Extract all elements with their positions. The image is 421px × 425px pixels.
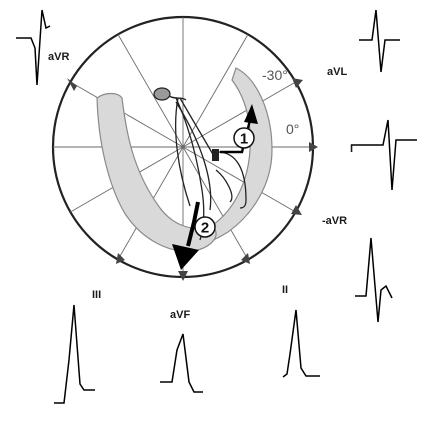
vector-2-arrow xyxy=(172,201,200,270)
ecg-trace-aVF xyxy=(160,333,203,393)
lead-label-aVR: aVR xyxy=(48,51,69,63)
lead-label-I: I xyxy=(350,143,353,155)
lead-label-minus-aVR: -aVR xyxy=(322,215,347,227)
lead-label-aVL: aVL xyxy=(327,66,347,78)
av-node xyxy=(153,87,171,101)
ecg-trace-II xyxy=(282,309,320,378)
lead-label-II: II xyxy=(282,284,288,296)
marker-aVL xyxy=(292,78,303,88)
marker-aVF xyxy=(178,271,188,281)
lead-label-III: III xyxy=(92,289,101,301)
axis-spokes xyxy=(53,17,313,277)
ecg-trace-aVR xyxy=(16,9,51,86)
svg-text:1: 1 xyxy=(240,131,248,148)
lead-markers xyxy=(67,78,318,281)
ecg-trace-aVL xyxy=(359,9,400,73)
marker-1: 1 xyxy=(233,127,255,149)
lead-label-aVF: aVF xyxy=(170,309,190,321)
av-connector xyxy=(168,95,187,101)
marker-minus-aVR xyxy=(291,205,302,215)
ecg-trace-III xyxy=(54,304,95,404)
marker-III xyxy=(116,253,125,264)
marker-II xyxy=(241,253,250,264)
marker-I xyxy=(309,142,318,152)
marker-2: 2 xyxy=(194,216,216,238)
angle-label-minus30: -30° xyxy=(262,67,288,83)
marker-aVR xyxy=(67,78,77,91)
ecg-trace-minus-aVR xyxy=(355,237,393,323)
his-bundle-block xyxy=(212,149,219,161)
ecg-trace-I xyxy=(351,119,417,191)
angle-label-zero: 0° xyxy=(286,121,299,137)
svg-text:2: 2 xyxy=(201,220,209,237)
